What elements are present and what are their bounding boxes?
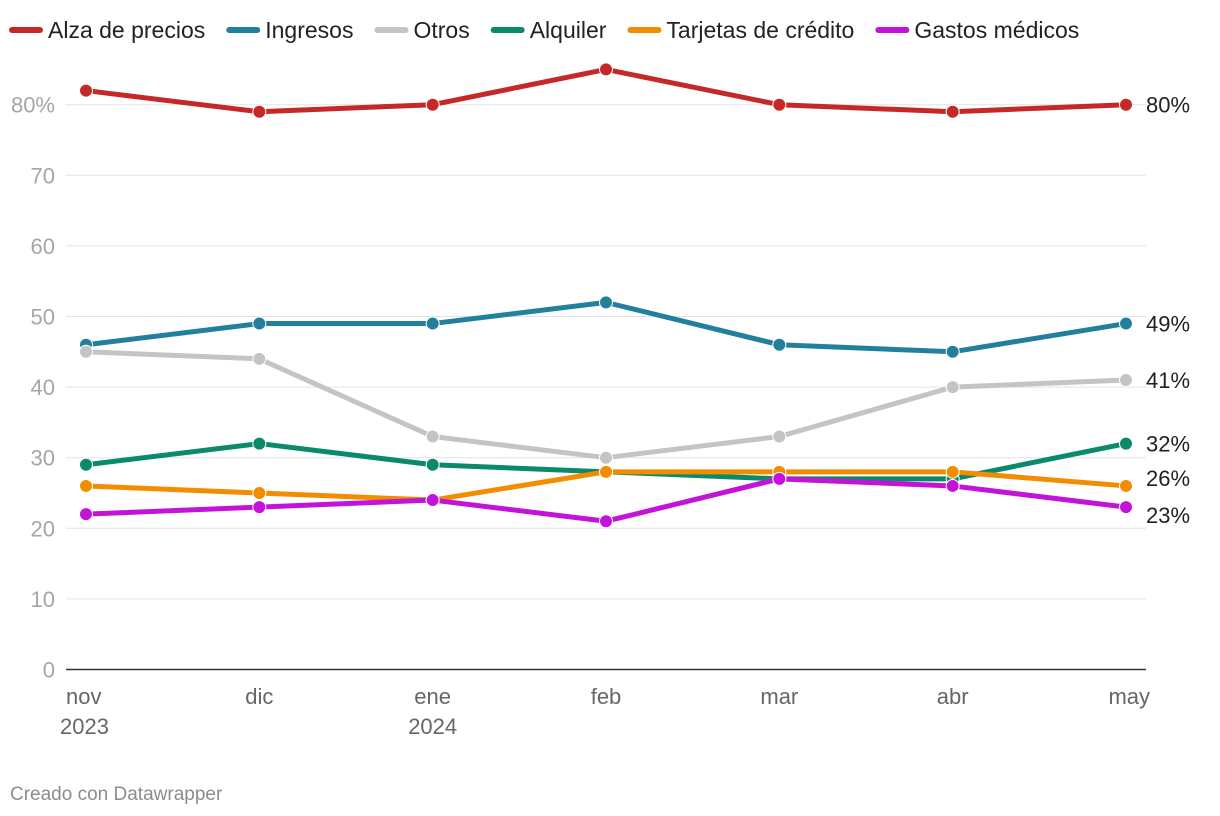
- legend: Alza de precios Ingresos Otros Alquiler Tarj…: [9, 17, 1079, 43]
- data-point: [1119, 436, 1133, 451]
- data-point: [772, 337, 787, 352]
- data-point: [945, 464, 960, 479]
- data-point: [79, 457, 93, 472]
- legend-label: Alza de precios: [48, 17, 205, 43]
- data-point: [79, 344, 93, 359]
- x-tick-label: dic: [245, 684, 273, 709]
- data-point: [945, 380, 960, 395]
- data-point: [252, 436, 267, 451]
- data-point: [1119, 97, 1133, 112]
- series-line: [83, 349, 1129, 461]
- x-tick-label: nov: [66, 684, 101, 709]
- data-point: [945, 344, 960, 359]
- data-point: [79, 507, 93, 522]
- legend-label: Gastos médicos: [914, 17, 1079, 43]
- legend-item: Alquiler: [490, 17, 607, 43]
- x-tick-label: feb: [591, 684, 622, 709]
- legend-item: Ingresos: [226, 17, 353, 43]
- data-point: [1119, 373, 1133, 388]
- series-end-label: 49%: [1146, 312, 1190, 337]
- series-end-label: 80%: [1146, 93, 1190, 118]
- y-tick-label: 80%: [11, 93, 55, 118]
- legend-label: Alquiler: [530, 17, 607, 43]
- data-point: [599, 514, 613, 529]
- y-axis-tick-labels: 0 10 20 30 40 50 60 70 80%: [11, 93, 55, 683]
- data-point: [1119, 316, 1133, 331]
- series-line: [83, 299, 1129, 355]
- x-axis-tick-labels: nov 2023 dic ene 2024 feb mar abr may: [60, 684, 1150, 739]
- data-point: [425, 429, 440, 444]
- data-point: [252, 351, 267, 366]
- data-point: [599, 464, 613, 479]
- data-point: [79, 83, 93, 98]
- series-points: [79, 62, 1133, 529]
- x-tick-label: abr: [937, 684, 969, 709]
- data-point: [1119, 478, 1133, 493]
- data-point: [252, 104, 267, 119]
- data-point: [252, 316, 267, 331]
- x-tick-label: ene: [414, 684, 451, 709]
- series-end-labels: 80% 49% 41% 32% 26% 23%: [1146, 93, 1190, 528]
- y-tick-label: 10: [31, 587, 55, 612]
- x-tick-label: may: [1108, 684, 1150, 709]
- y-tick-label: 30: [31, 446, 55, 471]
- data-point: [772, 97, 787, 112]
- legend-item: Tarjetas de crédito: [627, 17, 854, 43]
- data-point: [252, 500, 267, 515]
- data-point: [425, 493, 440, 508]
- data-point: [599, 62, 613, 77]
- data-point: [252, 486, 267, 500]
- legend-item: Otros: [374, 17, 470, 43]
- series-end-label: 23%: [1146, 503, 1190, 528]
- y-tick-label: 70: [31, 163, 55, 188]
- data-point: [945, 104, 960, 119]
- y-tick-label: 20: [31, 516, 55, 541]
- data-point: [425, 457, 440, 472]
- data-point: [79, 478, 93, 493]
- data-point: [1119, 500, 1133, 515]
- legend-item: Gastos médicos: [875, 17, 1079, 43]
- y-tick-label: 0: [43, 658, 55, 683]
- y-tick-label: 60: [31, 234, 55, 259]
- y-tick-label: 40: [31, 375, 55, 400]
- series-end-label: 26%: [1146, 466, 1190, 491]
- x-tick-year-label: 2023: [60, 714, 109, 739]
- data-point: [945, 478, 960, 493]
- legend-item: Alza de precios: [9, 17, 205, 43]
- series-end-label: 32%: [1146, 432, 1190, 457]
- data-point: [772, 429, 787, 444]
- data-point: [425, 316, 440, 331]
- series-end-label: 41%: [1146, 368, 1190, 393]
- credit-text: Creado con Datawrapper: [10, 784, 223, 805]
- gridlines: [66, 104, 1146, 671]
- legend-label: Tarjetas de crédito: [666, 17, 854, 43]
- data-point: [425, 97, 440, 112]
- data-point: [772, 471, 787, 486]
- x-tick-year-label: 2024: [408, 714, 457, 739]
- legend-label: Otros: [413, 17, 469, 43]
- x-tick-label: mar: [760, 684, 798, 709]
- y-tick-label: 50: [31, 305, 55, 330]
- data-point: [599, 450, 613, 465]
- data-point: [599, 295, 613, 310]
- legend-label: Ingresos: [265, 17, 353, 43]
